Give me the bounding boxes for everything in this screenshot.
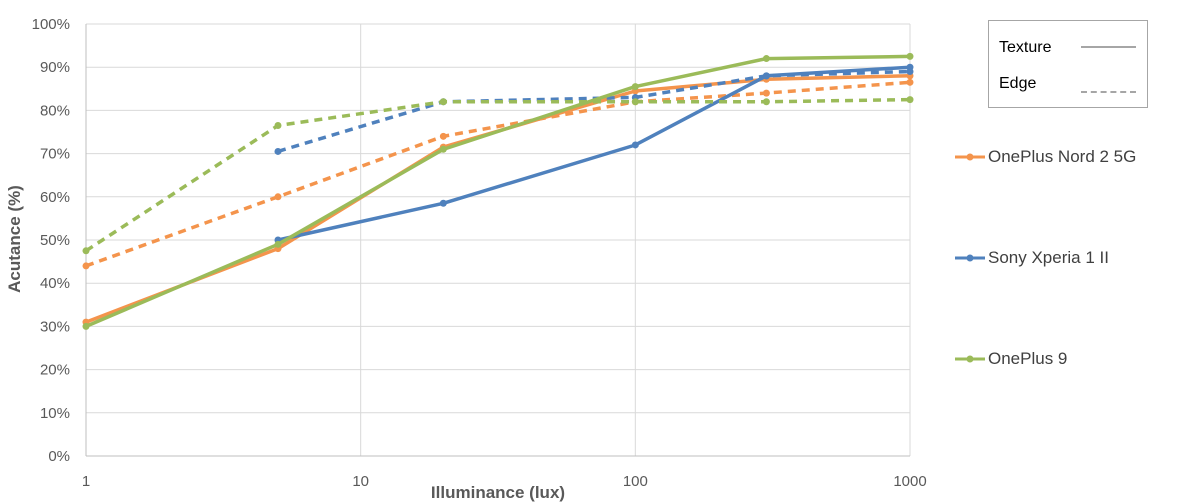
sony-xperia-1-ii-edge-point <box>274 147 282 155</box>
oneplus-9-texture-line <box>85 54 911 329</box>
y-tick-label: 80% <box>40 102 70 119</box>
oneplus-9-edge-line <box>85 97 911 253</box>
legend-item-oneplus-9: OnePlus 9 <box>955 349 1067 369</box>
legend-marker-oneplus-9 <box>955 355 985 363</box>
oneplus-nord-2-5g-edge-point <box>906 78 914 86</box>
legend-label-oneplus-9: OnePlus 9 <box>988 349 1068 368</box>
y-tick-label: 90% <box>40 59 70 76</box>
oneplus-9-texture-point <box>439 145 447 153</box>
legend-marker-oneplus-nord <box>955 153 985 161</box>
x-axis-title: Illuminance (lux) <box>431 483 565 502</box>
oneplus-9-edge-point <box>82 247 90 255</box>
y-tick-label: 60% <box>40 189 70 206</box>
oneplus-9-texture-point <box>82 322 90 330</box>
y-tick-label: 70% <box>40 146 70 163</box>
legend-item-oneplus-nord: OnePlus Nord 2 5G <box>955 147 1136 167</box>
solid-line-swatch <box>1081 46 1136 48</box>
oneplus-9-texture-point <box>906 52 914 60</box>
line-style-legend: Texture Edge <box>988 20 1148 108</box>
oneplus-9-texture-point <box>274 240 282 248</box>
series-lines <box>82 52 914 330</box>
y-tick-label: 100% <box>32 16 70 33</box>
x-tick-label: 1000 <box>893 473 926 490</box>
oneplus-nord-2-5g-edge-point <box>762 89 770 97</box>
legend-label-oneplus-nord: OnePlus Nord 2 5G <box>988 147 1137 166</box>
oneplus-nord-2-5g-texture-line <box>85 74 911 324</box>
oneplus-nord-2-5g-edge-point <box>274 193 282 201</box>
oneplus-nord-2-5g-edge-point <box>439 132 447 140</box>
oneplus-nord-2-5g-edge-line <box>85 80 911 268</box>
oneplus-9-edge-point <box>906 96 914 104</box>
y-tick-label: 10% <box>40 405 70 422</box>
y-tick-label: 40% <box>40 275 70 292</box>
oneplus-nord-2-5g-edge-point <box>82 262 90 270</box>
y-axis-title: Acutance (%) <box>5 185 24 293</box>
x-tick-label: 10 <box>352 473 369 490</box>
oneplus-9-edge-point <box>762 98 770 106</box>
x-tick-label: 1 <box>82 473 90 490</box>
oneplus-9-texture-point <box>762 55 770 63</box>
oneplus-9-edge-point <box>631 98 639 106</box>
legend-label-sony-xperia: Sony Xperia 1 II <box>988 248 1109 267</box>
y-axis-ticks: 0% 10% 20% 30% 40% 50% 60% 70% 80% 90% 100% <box>32 16 70 465</box>
dashed-line-swatch <box>1081 91 1136 93</box>
y-tick-label: 0% <box>48 448 70 465</box>
oneplus-9-texture-point <box>631 83 639 91</box>
legend-marker-sony-xperia <box>955 254 985 262</box>
oneplus-9-edge-point <box>274 122 282 130</box>
sony-xperia-1-ii-texture-point <box>631 141 639 149</box>
grid-lines <box>85 23 911 457</box>
x-tick-label: 100 <box>623 473 648 490</box>
y-tick-label: 20% <box>40 362 70 379</box>
sony-xperia-1-ii-texture-point <box>439 199 447 207</box>
legend-item-sony-xperia: Sony Xperia 1 II <box>955 248 1109 268</box>
texture-legend-label: Texture <box>999 39 1052 56</box>
sony-xperia-1-ii-texture-point <box>906 63 914 71</box>
y-tick-label: 30% <box>40 318 70 335</box>
y-tick-label: 50% <box>40 232 70 249</box>
sony-xperia-1-ii-texture-point <box>762 72 770 80</box>
edge-legend-label: Edge <box>999 75 1037 92</box>
x-axis-ticks: 1 10 100 1000 <box>82 473 927 490</box>
oneplus-9-edge-point <box>439 98 447 106</box>
